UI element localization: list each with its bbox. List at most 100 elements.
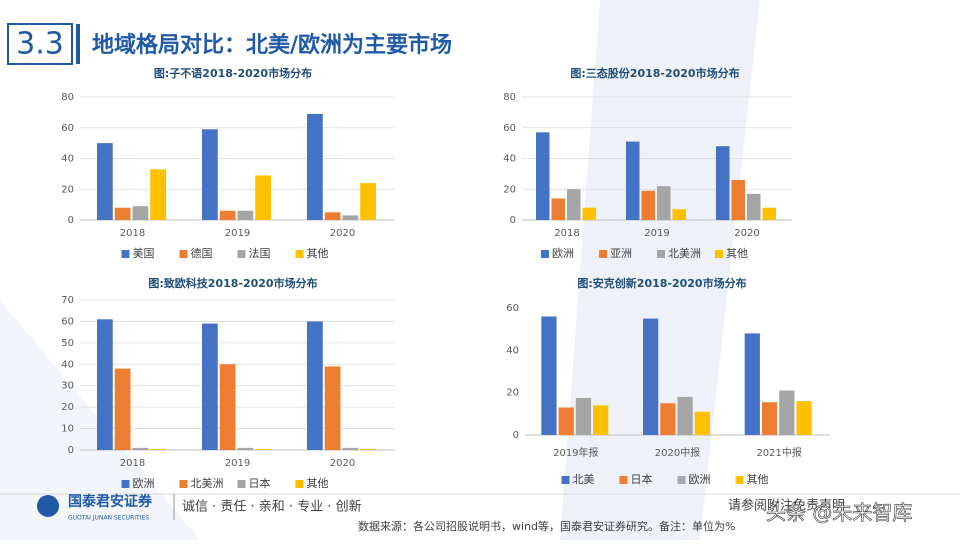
x-tick-label: 2020	[734, 228, 759, 239]
x-tick-label: 2018	[120, 458, 145, 469]
section-box	[7, 23, 73, 65]
bar	[660, 403, 676, 435]
legend-label: 美国	[133, 247, 155, 260]
legend-swatch	[295, 480, 304, 488]
y-tick-label: 60	[61, 123, 74, 134]
bar	[657, 186, 671, 220]
y-tick-label: 0	[68, 215, 74, 226]
bar	[575, 397, 592, 435]
bar	[114, 368, 131, 450]
legend-label: 日本	[631, 472, 653, 486]
bar	[219, 210, 236, 220]
y-tick-label: 0	[68, 445, 74, 456]
legend-label: 其他	[726, 247, 748, 260]
bar	[324, 212, 341, 220]
chart-title: 图:子不语2018-2020市场分布	[154, 66, 312, 80]
legend-swatch	[237, 480, 246, 488]
bar	[761, 402, 778, 435]
x-tick-label: 2019	[225, 458, 250, 469]
y-tick-label: 60	[503, 123, 516, 134]
bar	[132, 447, 149, 450]
legend-label: 德国	[191, 246, 213, 260]
x-tick-label: 2020中报	[655, 446, 700, 459]
chart-title: 图:致欧科技2018-2020市场分布	[148, 276, 317, 290]
x-tick-label: 2019	[644, 228, 669, 239]
y-tick-label: 40	[506, 345, 519, 356]
bar	[567, 189, 581, 220]
bar	[97, 143, 113, 220]
bar	[150, 169, 166, 220]
legend-swatch	[715, 250, 723, 258]
y-tick-label: 40	[503, 154, 516, 165]
logo-icon	[37, 495, 59, 517]
legend-swatch	[677, 476, 686, 484]
x-tick-label: 2019	[225, 228, 250, 239]
legend-swatch	[121, 480, 130, 488]
legend-label: 其他	[307, 247, 329, 260]
bar	[97, 319, 113, 450]
bar	[716, 146, 730, 220]
bar	[796, 401, 812, 435]
slogan: 诚信 · 责任 · 亲和 · 专业 · 创新	[182, 499, 362, 515]
bar	[541, 316, 557, 435]
bar	[237, 447, 254, 450]
bar	[219, 364, 236, 450]
legend-swatch	[179, 250, 188, 258]
bar	[747, 193, 761, 220]
y-tick-label: 40	[61, 154, 74, 165]
bar	[114, 207, 131, 220]
bar	[762, 207, 776, 220]
legend-swatch	[735, 476, 744, 484]
y-tick-label: 60	[61, 316, 74, 327]
bar	[342, 447, 359, 450]
y-tick-label: 50	[61, 338, 74, 349]
x-tick-label: 2019年报	[553, 446, 598, 459]
bar	[307, 113, 323, 220]
bar	[255, 175, 271, 220]
y-tick-label: 60	[506, 303, 519, 314]
bg-shape	[560, 0, 760, 540]
legend-swatch	[295, 250, 304, 258]
bar	[694, 411, 710, 435]
bar	[558, 407, 574, 435]
watermark: 头条 @未来智库	[766, 501, 912, 525]
x-tick-label: 2018	[554, 228, 579, 239]
legend-swatch	[657, 250, 665, 258]
legend-label: 法国	[249, 246, 271, 260]
bar	[307, 321, 323, 450]
legend-label: 欧洲	[552, 247, 574, 260]
slide-title: 地域格局对比：北美/欧洲为主要市场	[92, 32, 452, 58]
legend-swatch	[619, 476, 628, 484]
y-tick-label: 10	[61, 424, 74, 435]
legend-label: 欧洲	[133, 477, 155, 490]
x-tick-label: 2020	[330, 458, 355, 469]
y-tick-label: 80	[61, 92, 74, 103]
y-tick-label: 0	[513, 430, 519, 441]
legend-swatch	[599, 250, 607, 258]
chart-title: 图:三态股份2018-2020市场分布	[570, 66, 739, 80]
x-tick-label: 2020	[330, 228, 355, 239]
bar	[672, 209, 686, 220]
disclaimer: 请参阅附注免责声明	[728, 498, 845, 514]
bar	[255, 448, 271, 450]
bar	[202, 323, 218, 450]
legend-swatch	[541, 250, 549, 258]
charts: 图:子不语2018-2020市场分布 0 20 40 60 80 2018 2019 2020 美…	[61, 66, 830, 490]
bar	[150, 448, 166, 450]
bar	[132, 206, 149, 220]
y-tick-label: 0	[510, 215, 516, 226]
bar	[536, 132, 550, 220]
y-tick-label: 40	[61, 359, 74, 370]
legend-label: 北美洲	[668, 247, 701, 260]
bar	[237, 210, 254, 220]
bar	[731, 180, 745, 220]
bar	[324, 366, 341, 450]
y-tick-label: 70	[61, 295, 74, 306]
y-tick-label: 20	[503, 184, 516, 195]
legend-swatch	[237, 250, 246, 258]
bar	[593, 405, 609, 435]
bar	[360, 448, 376, 450]
y-tick-label: 20	[61, 184, 74, 195]
